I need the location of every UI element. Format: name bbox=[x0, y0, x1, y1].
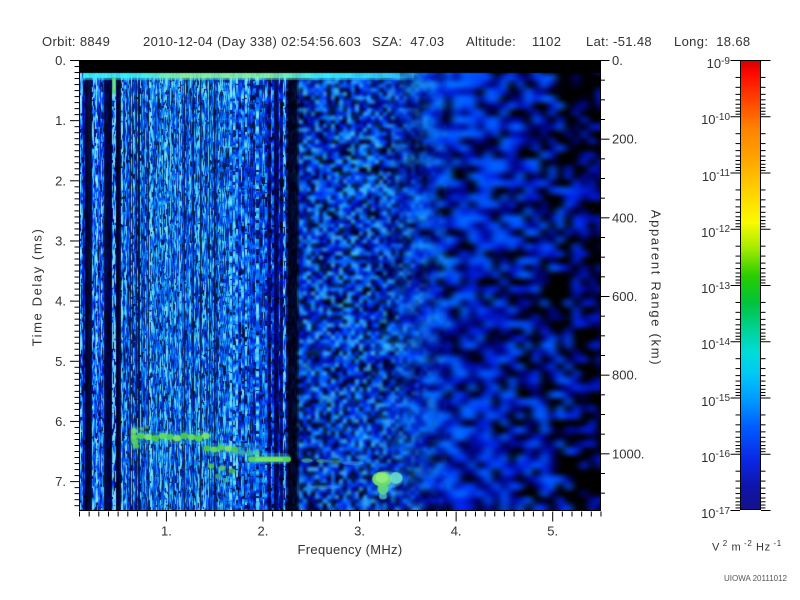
svg-text:3.: 3. bbox=[55, 233, 66, 248]
svg-text:1000.: 1000. bbox=[612, 446, 645, 461]
svg-text:3.: 3. bbox=[354, 524, 365, 539]
svg-text:1.: 1. bbox=[161, 524, 172, 539]
svg-text:4.: 4. bbox=[451, 524, 462, 539]
svg-text:600.: 600. bbox=[612, 289, 637, 304]
svg-text:0.: 0. bbox=[612, 53, 623, 68]
svg-text:2.: 2. bbox=[258, 524, 269, 539]
svg-text:400.: 400. bbox=[612, 210, 637, 225]
svg-text:800.: 800. bbox=[612, 368, 637, 383]
svg-text:7.: 7. bbox=[55, 474, 66, 489]
svg-text:5.: 5. bbox=[55, 354, 66, 369]
svg-text:1.: 1. bbox=[55, 113, 66, 128]
svg-text:5.: 5. bbox=[547, 524, 558, 539]
svg-text:200.: 200. bbox=[612, 132, 637, 147]
svg-text:0.: 0. bbox=[55, 53, 66, 68]
svg-text:2.: 2. bbox=[55, 173, 66, 188]
svg-text:4.: 4. bbox=[55, 294, 66, 309]
svg-text:6.: 6. bbox=[55, 414, 66, 429]
